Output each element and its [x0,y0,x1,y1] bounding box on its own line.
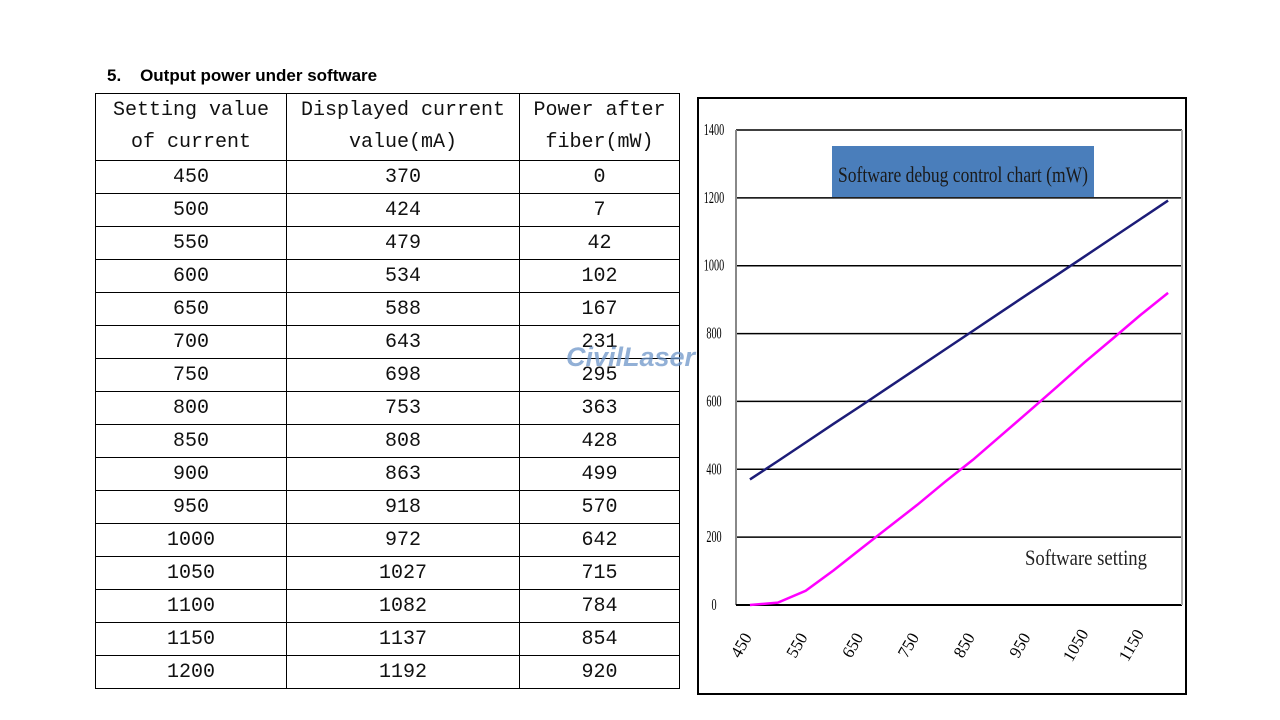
table-row: 600 534 102 [95,259,680,293]
table-cell: 1100 [95,589,287,623]
table-cell: 295 [519,358,680,392]
y-tick-label: 600 [706,393,721,411]
header-cell: Displayed current value(mA) [286,93,520,161]
header-row: Setting value of current Displayed curren… [95,93,680,161]
table-row: 500 424 7 [95,193,680,227]
table-row: 750 698 295 [95,358,680,392]
table-cell: 479 [286,226,520,260]
table-cell: 42 [519,226,680,260]
y-tick-label: 1400 [704,122,724,140]
table-row: 450 370 0 [95,160,680,194]
table-row: 1050 1027 715 [95,556,680,590]
table-row: 800 753 363 [95,391,680,425]
table-row: 550 479 42 [95,226,680,260]
watermark: CivilLaser [566,342,696,372]
series-line [749,199,1169,481]
series-line [749,291,1169,607]
y-tick-label: 200 [706,529,721,547]
table-cell: 588 [286,292,520,326]
y-tick-label: 400 [706,461,721,479]
table-cell: 700 [95,325,287,359]
table-cell: 0 [519,160,680,194]
table-cell: 972 [286,523,520,557]
table-row: 1100 1082 784 [95,589,680,623]
table-cell: 715 [519,556,680,590]
table-body: 450 370 0 500 424 7 550 479 42 600 534 102 650 588 167… [95,160,680,689]
table-cell: 7 [519,193,680,227]
table-row: 950 918 570 [95,490,680,524]
table-cell: 600 [95,259,287,293]
y-tick-label: 800 [706,325,721,343]
table-cell: 753 [286,391,520,425]
table-cell: 920 [519,655,680,689]
table-cell: 500 [95,193,287,227]
table-cell: 950 [95,490,287,524]
table-row: 650 588 167 [95,292,680,326]
annotation: Software setting [1025,545,1147,570]
table-cell: 428 [519,424,680,458]
table-cell: 863 [286,457,520,491]
chart-title-box [832,146,1094,197]
chart-title: Software debug control chart (mW) [838,162,1088,187]
table-cell: 1150 [95,622,287,656]
table-cell: 167 [519,292,680,326]
table-cell: 1192 [286,655,520,689]
table-row: 1200 1192 920 [95,655,680,689]
y-tick-label: 1000 [704,257,724,275]
table-row: 900 863 499 [95,457,680,491]
y-tick-label: 0 [711,597,716,615]
table-cell: 363 [519,391,680,425]
heading: 5. Output power under software [107,66,378,85]
header-cell: Setting value of current [95,93,287,161]
y-tick-label: 1200 [704,190,724,208]
table-cell: 650 [95,292,287,326]
table-cell: 643 [286,325,520,359]
table-cell: 1200 [95,655,287,689]
table-cell: 570 [519,490,680,524]
table-cell: 1000 [95,523,287,557]
data-table: Setting value of current Displayed curren… [95,93,680,689]
table-cell: 1137 [286,622,520,656]
table-cell: 231 [519,325,680,359]
table-cell: 499 [519,457,680,491]
table-cell: 900 [95,457,287,491]
table-row: 700 643 231 [95,325,680,359]
table-cell: 784 [519,589,680,623]
